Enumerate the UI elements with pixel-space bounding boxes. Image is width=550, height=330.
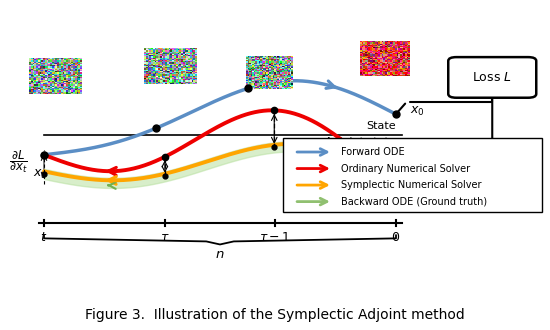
FancyBboxPatch shape	[283, 138, 542, 212]
Text: $0$: $0$	[392, 231, 400, 244]
Text: $\dfrac{\partial L}{\partial x_0}$: $\dfrac{\partial L}{\partial x_0}$	[370, 146, 390, 173]
Text: Backward ODE (Ground truth): Backward ODE (Ground truth)	[341, 197, 487, 207]
Text: discretization
error: discretization error	[283, 195, 340, 215]
Text: Figure 3.  Illustration of the Symplectic Adjoint method: Figure 3. Illustration of the Symplectic…	[85, 308, 465, 322]
Text: $x_0$: $x_0$	[410, 105, 425, 118]
Text: Forward ODE: Forward ODE	[341, 147, 405, 157]
Text: $n$: $n$	[215, 248, 225, 260]
Text: $\tau-1$: $\tau-1$	[259, 231, 291, 244]
Text: $t$: $t$	[40, 231, 48, 244]
Text: Adjoint state: Adjoint state	[325, 137, 396, 147]
FancyBboxPatch shape	[448, 57, 536, 98]
Text: $\tau$: $\tau$	[160, 231, 170, 244]
Text: $x_t$: $x_t$	[33, 168, 46, 181]
Text: Loss $L$: Loss $L$	[472, 71, 512, 84]
Text: Symplectic Numerical Solver: Symplectic Numerical Solver	[341, 180, 481, 190]
Text: State: State	[366, 121, 396, 131]
Text: $\dfrac{\partial L}{\partial x_t}$: $\dfrac{\partial L}{\partial x_t}$	[9, 148, 28, 175]
Text: Ordinary Numerical Solver: Ordinary Numerical Solver	[341, 164, 470, 174]
